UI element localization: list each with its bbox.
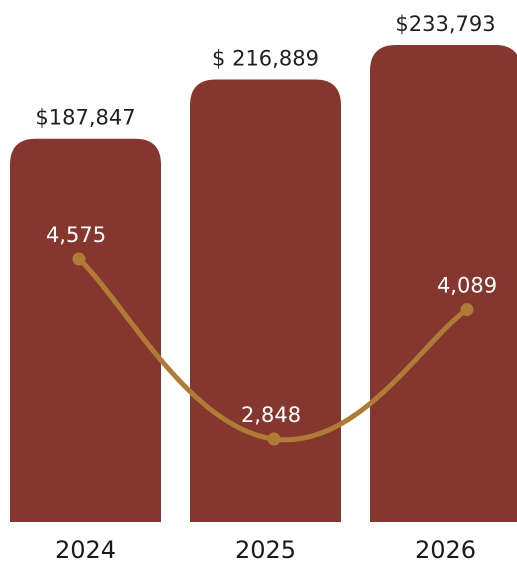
bar-series <box>10 45 517 523</box>
category-label: 2024 <box>55 536 116 563</box>
line-value-labels: 4,575 2,848 4,089 <box>46 223 497 427</box>
category-label: 2026 <box>415 536 476 563</box>
line-value-label: 4,575 <box>46 223 106 247</box>
line-point-2026 <box>460 303 474 317</box>
bar-value-label: $233,793 <box>395 12 495 36</box>
bar-value-labels: $187,847 $ 216,889 $233,793 <box>35 12 495 130</box>
line-value-label: 2,848 <box>241 403 301 427</box>
bar-value-label: $ 216,889 <box>212 46 319 70</box>
bar-2025 <box>190 79 341 523</box>
line-series <box>72 252 474 446</box>
bar-2024 <box>10 138 161 523</box>
bar-value-label: $187,847 <box>35 106 135 130</box>
line-point-2024 <box>72 252 86 266</box>
line-value-label: 4,089 <box>437 274 497 298</box>
category-labels: 2024 2025 2026 <box>55 536 476 563</box>
bar-2026 <box>370 45 517 522</box>
line-point-2025 <box>267 432 281 446</box>
category-label: 2025 <box>235 536 296 563</box>
